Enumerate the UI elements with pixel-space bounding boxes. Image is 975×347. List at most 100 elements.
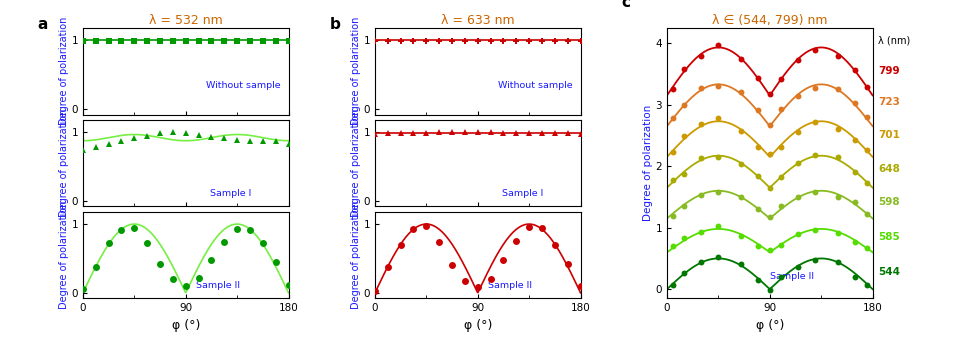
Point	[665, 86, 681, 92]
Point	[693, 192, 709, 198]
Point	[791, 264, 806, 270]
Text: a: a	[38, 17, 48, 32]
Point	[751, 108, 766, 113]
Text: Without sample: Without sample	[498, 82, 573, 91]
Point	[693, 229, 709, 234]
Point	[807, 119, 823, 124]
Point	[693, 156, 709, 161]
Point	[773, 76, 789, 82]
Text: 799: 799	[878, 66, 900, 76]
Point	[677, 236, 692, 241]
Point	[693, 259, 709, 264]
Point	[711, 254, 726, 260]
Point	[733, 56, 749, 61]
Point	[807, 47, 823, 53]
Point	[751, 244, 766, 249]
Point	[859, 85, 875, 90]
Point	[677, 270, 692, 276]
Point	[831, 259, 846, 265]
Text: 701: 701	[878, 130, 900, 141]
Point	[733, 194, 749, 200]
Y-axis label: Degree of polarization: Degree of polarization	[58, 109, 68, 217]
Point	[762, 152, 778, 157]
Point	[791, 232, 806, 237]
Point	[773, 274, 789, 280]
Point	[677, 171, 692, 177]
Point	[859, 245, 875, 251]
Point	[791, 57, 806, 63]
Point	[807, 227, 823, 232]
Point	[807, 257, 823, 263]
Point	[751, 277, 766, 282]
Point	[762, 214, 778, 219]
Point	[711, 42, 726, 48]
Point	[831, 86, 846, 92]
Point	[859, 147, 875, 152]
Point	[831, 194, 846, 200]
Point	[773, 145, 789, 150]
Point	[733, 233, 749, 238]
Point	[751, 173, 766, 179]
X-axis label: φ (°): φ (°)	[172, 319, 200, 332]
Point	[693, 121, 709, 127]
Text: Sample II: Sample II	[770, 272, 814, 281]
Title: λ ∈ (544, 799) nm: λ ∈ (544, 799) nm	[712, 14, 828, 27]
Point	[847, 137, 863, 143]
X-axis label: φ (°): φ (°)	[756, 319, 784, 332]
Title: λ = 532 nm: λ = 532 nm	[149, 14, 222, 27]
Point	[751, 144, 766, 150]
Point	[711, 84, 726, 89]
Point	[847, 200, 863, 205]
Point	[693, 85, 709, 91]
Point	[859, 211, 875, 217]
Point	[847, 100, 863, 106]
Point	[791, 129, 806, 135]
Point	[711, 189, 726, 195]
Point	[733, 261, 749, 266]
Point	[773, 175, 789, 180]
Point	[733, 161, 749, 167]
Y-axis label: Degree of polarization: Degree of polarization	[58, 17, 68, 125]
Point	[773, 106, 789, 112]
Point	[831, 126, 846, 132]
Point	[733, 89, 749, 95]
Point	[762, 186, 778, 191]
Text: λ (nm): λ (nm)	[878, 35, 911, 45]
Point	[762, 247, 778, 253]
Point	[711, 116, 726, 121]
Point	[859, 115, 875, 120]
Point	[791, 93, 806, 99]
Text: b: b	[330, 17, 340, 32]
X-axis label: φ (°): φ (°)	[463, 319, 492, 332]
Point	[711, 154, 726, 159]
Point	[677, 203, 692, 209]
Point	[807, 189, 823, 194]
Point	[762, 287, 778, 293]
Y-axis label: Degree of polarization: Degree of polarization	[351, 17, 361, 125]
Point	[693, 53, 709, 58]
Text: Sample I: Sample I	[211, 189, 252, 198]
Point	[831, 54, 846, 59]
Point	[847, 274, 863, 279]
Point	[762, 122, 778, 128]
Text: 723: 723	[878, 96, 900, 107]
Point	[847, 67, 863, 73]
Y-axis label: Degree of polarization: Degree of polarization	[351, 201, 361, 309]
Point	[831, 230, 846, 236]
Point	[665, 149, 681, 155]
Point	[677, 134, 692, 139]
Title: λ = 633 nm: λ = 633 nm	[441, 14, 515, 27]
Point	[762, 91, 778, 96]
Y-axis label: Degree of polarization: Degree of polarization	[643, 105, 652, 221]
Point	[773, 242, 789, 247]
Text: Sample I: Sample I	[502, 189, 544, 198]
Text: 648: 648	[878, 164, 900, 174]
Point	[751, 76, 766, 81]
Point	[847, 239, 863, 245]
Text: 585: 585	[878, 232, 900, 242]
Point	[733, 129, 749, 134]
Point	[665, 213, 681, 219]
Text: 598: 598	[878, 197, 900, 207]
Text: c: c	[622, 0, 631, 10]
Text: Sample II: Sample II	[488, 281, 532, 290]
